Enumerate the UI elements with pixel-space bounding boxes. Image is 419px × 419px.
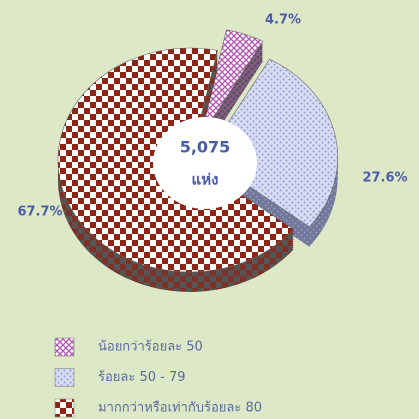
slice [205,58,338,228]
legend-label: ร้อยละ 50 - 79 [98,370,186,385]
slice-group [205,58,338,247]
data-label: 27.6% [362,171,407,186]
center-unit: แห่ง [192,171,219,189]
legend-label: มากกว่าหรือเท่ากับร้อยละ 80 [98,400,262,416]
center-value: 5,075 [180,138,231,157]
legend-swatch [54,337,75,357]
slice-group [198,29,264,160]
center-hole [153,117,257,209]
legend-swatch [54,368,75,387]
slice [198,29,264,140]
legend-label: น้อยกว่าร้อยละ 50 [98,340,203,355]
data-label: 67.7% [17,205,62,220]
legend-swatch [54,398,75,418]
data-label: 4.7% [265,13,301,28]
